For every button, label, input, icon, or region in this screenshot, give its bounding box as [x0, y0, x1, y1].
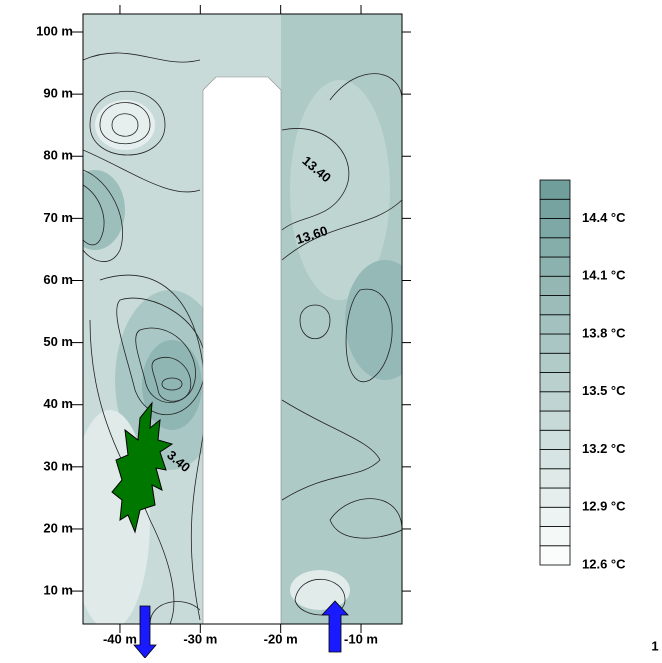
- x-tick-label: -40 m: [103, 631, 137, 646]
- y-tick-label: 60 m: [43, 272, 73, 287]
- colorbar-cell: [539, 333, 571, 354]
- fill-region: [83, 170, 125, 250]
- colorbar-cell: [539, 314, 571, 335]
- colorbar-cell: [539, 198, 571, 219]
- colorbar-cell: [539, 275, 571, 296]
- colorbar-cell: [539, 391, 571, 412]
- colorbar-cell: [539, 429, 571, 450]
- y-tick-label: 100 m: [36, 23, 73, 38]
- arrow-in: [321, 600, 349, 653]
- colorbar-label: 14.4 °C: [582, 210, 626, 225]
- colorbar-cell: [539, 526, 571, 547]
- fill-region: [290, 570, 350, 610]
- colorbar-label: 13.2 °C: [582, 441, 626, 456]
- colorbar-cell: [539, 410, 571, 431]
- fill-region: [290, 80, 390, 300]
- colorbar-cell: [539, 468, 571, 489]
- fill-region: [95, 100, 155, 150]
- x-tick-label: -30 m: [183, 631, 217, 646]
- building: [202, 76, 282, 624]
- colorbar-label: 14.1 °C: [582, 268, 626, 283]
- colorbar-label: 13.8 °C: [582, 325, 626, 340]
- fill-region: [345, 260, 402, 380]
- tree-icon: [111, 401, 174, 534]
- x-tick-label: -10 m: [344, 631, 378, 646]
- y-tick-label: 40 m: [43, 396, 73, 411]
- colorbar-cell: [539, 237, 571, 258]
- page-number: 1: [651, 638, 658, 653]
- y-tick-label: 20 m: [43, 520, 73, 535]
- x-tick-label: -20 m: [264, 631, 298, 646]
- contour-map: [83, 14, 402, 624]
- colorbar-label: 12.6 °C: [582, 556, 626, 571]
- colorbar-cell: [539, 506, 571, 527]
- colorbar-label: 12.9 °C: [582, 499, 626, 514]
- contour-lines: [83, 52, 402, 624]
- colorbar-cell: [539, 295, 571, 316]
- colorbar-cell: [539, 352, 571, 373]
- arrow-out: [133, 605, 157, 659]
- y-tick-label: 10 m: [43, 583, 73, 598]
- y-tick-label: 90 m: [43, 86, 73, 101]
- colorbar-cell: [539, 256, 571, 277]
- colorbar-cell: [539, 545, 571, 566]
- plot-frame: [82, 13, 403, 625]
- colorbar-cell: [539, 372, 571, 393]
- y-tick-label: 30 m: [43, 458, 73, 473]
- colorbar-cell: [539, 218, 571, 239]
- colorbar-cell: [539, 487, 571, 508]
- colorbar-cell: [539, 179, 571, 200]
- y-tick-label: 50 m: [43, 334, 73, 349]
- colorbar-label: 13.5 °C: [582, 383, 626, 398]
- y-tick-label: 70 m: [43, 210, 73, 225]
- colorbar-cell: [539, 449, 571, 470]
- y-tick-label: 80 m: [43, 148, 73, 163]
